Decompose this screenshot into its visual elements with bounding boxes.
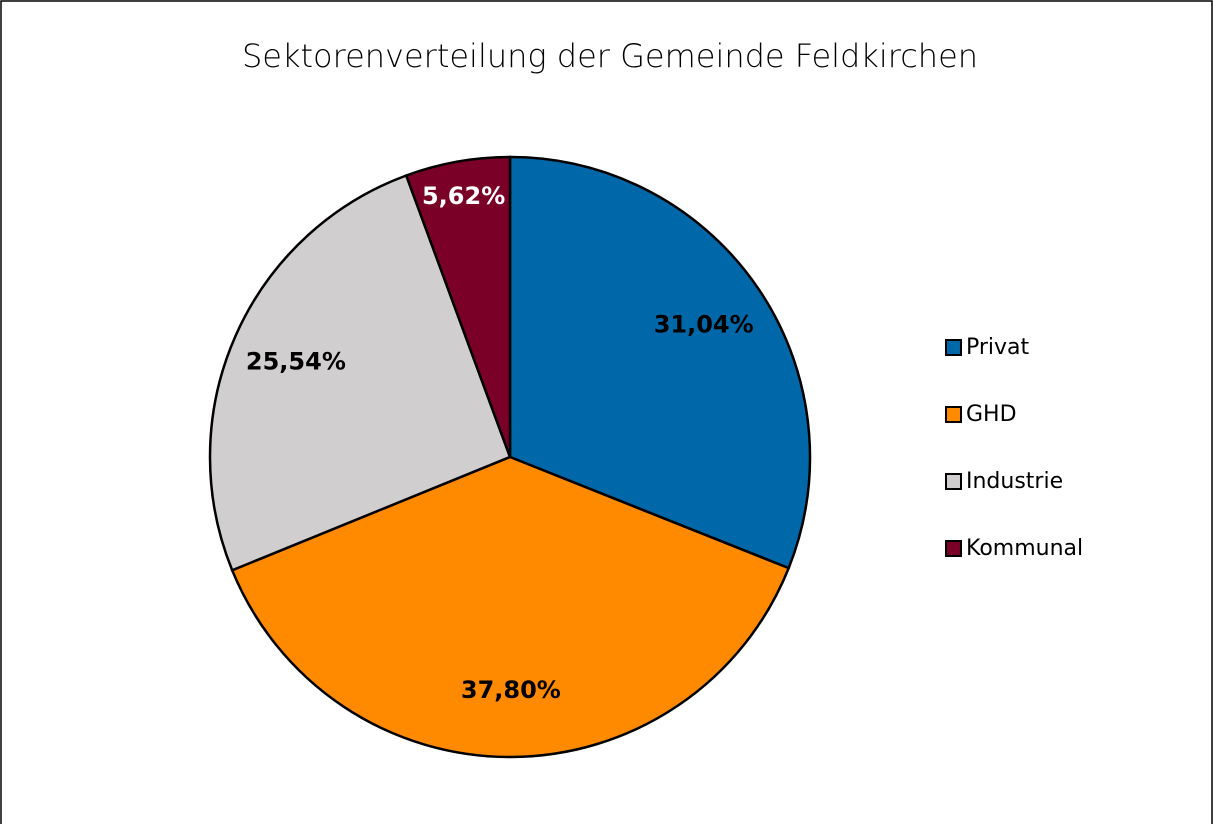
legend-label: Kommunal [966,536,1083,561]
value-label: 31,04% [654,311,754,339]
pie-slice [230,455,791,759]
legend-label: Privat [966,335,1030,360]
legend-swatch [945,339,962,356]
pie-slice [208,173,512,572]
legend-swatch [945,406,962,423]
chart-title: Sektorenverteilung der Gemeinde Feldkirc… [242,37,978,75]
legend-swatch [945,473,962,490]
pie-slice [404,155,512,458]
legend-swatch [945,540,962,557]
legend-label: GHD [966,402,1017,427]
pie-slice [508,155,812,570]
value-label: 25,54% [246,348,346,376]
value-label: 5,62% [422,182,505,210]
value-label: 37,80% [461,676,561,704]
legend-label: Industrie [966,469,1063,494]
